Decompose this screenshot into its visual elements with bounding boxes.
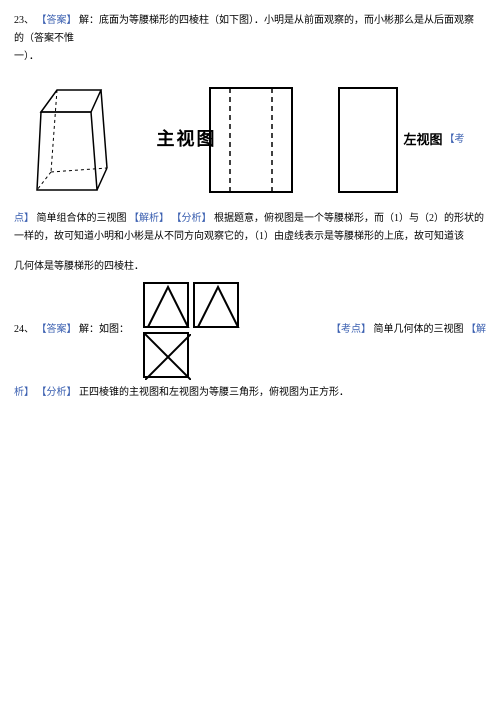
- q24-leading: 24、 【答案】 解：如图：: [14, 321, 129, 339]
- q23-line-d: 几何体是等腰梯形的四棱柱．: [14, 258, 486, 276]
- left-view-group: 左视图 【考: [337, 86, 464, 194]
- q23-analysis: 点】 简单组合体的三视图 【解析】 【分析】 根据题意，俯视图是一个等腰梯形，而…: [14, 210, 486, 246]
- q23-line1: 23、 【答案】 解：底面为等腰梯形的四棱柱（如下图）．小明是从前面观察的，而小…: [14, 12, 486, 30]
- prism-3d-icon: [35, 84, 113, 196]
- q23-kaodian: 简单组合体的三视图: [37, 213, 127, 224]
- q24-figures: [143, 282, 239, 378]
- q23-line1c: 一）．: [14, 48, 486, 66]
- kao-label: 【考: [444, 131, 464, 149]
- q23-figures: 主视图 左视图 【考: [14, 84, 486, 196]
- pyramid-front-icon: [143, 282, 189, 328]
- q24-fenxi-label: 【分析】: [37, 387, 77, 398]
- main-view-group: 主视图: [156, 86, 294, 194]
- q24-analysis: 析】 【分析】 正四棱锥的主视图和左视图为等腰三角形，俯视图为正方形．: [14, 384, 486, 402]
- q24-kaodian-label: 【考点】: [331, 324, 371, 335]
- q24-row: 24、 【答案】 解：如图： 【考点】 简单几何体的三视图 【解: [14, 282, 486, 378]
- q24-kaodian-text: 简单几何体的三视图: [374, 324, 464, 335]
- fenxi-label: 【分析】: [172, 213, 212, 224]
- pyramid-top-icon: [143, 332, 189, 378]
- left-view-label: 左视图: [403, 133, 442, 147]
- q24-text-a: 解：如图：: [79, 324, 129, 335]
- q24-num: 24、: [14, 324, 34, 335]
- answer-label: 【答案】: [37, 15, 77, 26]
- q24-answer-label: 【答案】: [37, 324, 77, 335]
- main-view-label: 主视图: [156, 130, 216, 150]
- main-view-icon: [208, 86, 294, 194]
- q23-text-a: 解：底面为等腰梯形的四棱柱（如下图）．小明是从前面观察的，而小彬那么是从后面观察: [79, 15, 474, 26]
- left-view-icon: [337, 86, 399, 194]
- jiexi-label: 【解析】: [129, 213, 169, 224]
- q23-num: 23、: [14, 15, 34, 26]
- pyramid-side-icon: [193, 282, 239, 328]
- q24-jiexi-label: 【解: [466, 324, 486, 335]
- dian-label: 点】: [14, 213, 34, 224]
- q23-line1b: 的（答案不惟: [14, 30, 486, 48]
- q24-kaodian-wrap: 【考点】 简单几何体的三视图 【解: [331, 321, 486, 339]
- q24-fenxi-text: 正四棱锥的主视图和左视图为等腰三角形，俯视图为正方形．: [79, 387, 349, 398]
- q24-xi-label: 析】: [14, 387, 34, 398]
